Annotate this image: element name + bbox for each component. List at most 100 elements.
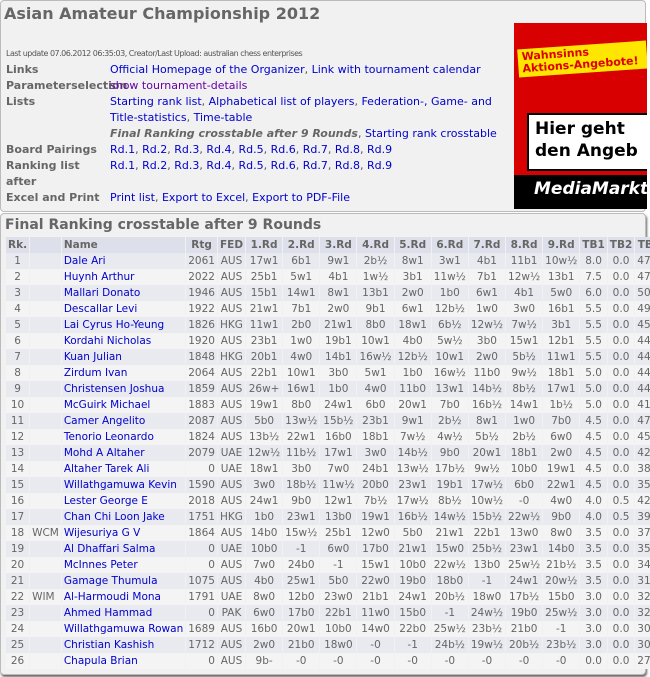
player-name[interactable]: Chapula Brian bbox=[61, 653, 186, 669]
player-name[interactable]: Lester George E bbox=[61, 493, 186, 509]
column-header[interactable]: TB2 bbox=[607, 237, 635, 253]
player-name[interactable]: Mohd A Altaher bbox=[61, 445, 186, 461]
link-rd-8[interactable]: Rd.8 bbox=[334, 143, 360, 156]
column-header[interactable]: FED bbox=[217, 237, 246, 253]
player-link[interactable]: Gamage Thumula bbox=[63, 575, 158, 587]
player-name[interactable]: Mallari Donato bbox=[61, 285, 186, 301]
link-rd-7[interactable]: Rd.7 bbox=[302, 143, 328, 156]
link-rd-3[interactable]: Rd.3 bbox=[174, 143, 200, 156]
link-starting-rank-list[interactable]: Starting rank list bbox=[110, 95, 202, 108]
column-header[interactable]: 7.Rd bbox=[468, 237, 506, 253]
link-alphabetical-list-of-players[interactable]: Alphabetical list of players bbox=[208, 95, 355, 108]
player-link[interactable]: Huynh Arthur bbox=[63, 271, 135, 283]
player-link[interactable]: McInnes Peter bbox=[63, 559, 138, 571]
player-name[interactable]: McInnes Peter bbox=[61, 557, 186, 573]
column-header[interactable]: 9.Rd bbox=[543, 237, 580, 253]
player-link[interactable]: Lester George E bbox=[63, 495, 148, 507]
column-header[interactable]: Name bbox=[61, 237, 186, 253]
link-starting-rank-crosstable[interactable]: Starting rank crosstable bbox=[364, 127, 497, 140]
player-name[interactable]: Lai Cyrus Ho-Yeung bbox=[61, 317, 186, 333]
link-rd-5[interactable]: Rd.5 bbox=[238, 159, 264, 172]
player-link[interactable]: Lai Cyrus Ho-Yeung bbox=[63, 319, 165, 331]
player-name[interactable]: Kuan Julian bbox=[61, 349, 186, 365]
player-name[interactable]: Huynh Arthur bbox=[61, 269, 186, 285]
player-link[interactable]: Christian Kashish bbox=[63, 639, 155, 651]
link-rd-3[interactable]: Rd.3 bbox=[174, 159, 200, 172]
player-name[interactable]: Chan Chi Loon Jake bbox=[61, 509, 186, 525]
player-link[interactable]: Kuan Julian bbox=[63, 351, 122, 363]
player-name[interactable]: Kordahi Nicholas bbox=[61, 333, 186, 349]
link-rd-9[interactable]: Rd.9 bbox=[367, 143, 393, 156]
column-header[interactable]: Rk. bbox=[6, 237, 30, 253]
player-name[interactable]: McGuirk Michael bbox=[61, 397, 186, 413]
link-rd-2[interactable]: Rd.2 bbox=[142, 159, 168, 172]
link-rd-1[interactable]: Rd.1 bbox=[110, 159, 136, 172]
player-link[interactable]: Chapula Brian bbox=[63, 655, 138, 667]
player-name[interactable]: Descallar Levi bbox=[61, 301, 186, 317]
player-name[interactable]: Wijesuriya G V bbox=[61, 525, 186, 541]
link-federation-game-and-title-statistics[interactable]: Federation-, Game- and Title-statistics bbox=[110, 95, 492, 124]
player-link[interactable]: Camer Angelito bbox=[63, 415, 146, 427]
player-link[interactable]: Kordahi Nicholas bbox=[63, 335, 152, 347]
player-link[interactable]: Altaher Tarek Ali bbox=[63, 463, 150, 475]
link-rd-6[interactable]: Rd.6 bbox=[270, 159, 296, 172]
link-official-homepage-of-the-organizer[interactable]: Official Homepage of the Organizer bbox=[110, 63, 305, 76]
link-export-to-pdf-file[interactable]: Export to PDF-File bbox=[252, 191, 351, 204]
player-link[interactable]: Mallari Donato bbox=[63, 287, 141, 299]
column-header[interactable]: 8.Rd bbox=[506, 237, 543, 253]
player-name[interactable]: Willathgamuwa Kevin bbox=[61, 477, 186, 493]
player-link[interactable]: Al-Harmoudi Mona bbox=[63, 591, 161, 603]
player-name[interactable]: Al-Harmoudi Mona bbox=[61, 589, 186, 605]
player-link[interactable]: Al Dhaffari Salma bbox=[63, 543, 156, 555]
column-header[interactable]: TB1 bbox=[580, 237, 607, 253]
link-rd-5[interactable]: Rd.5 bbox=[238, 143, 264, 156]
link-rd-9[interactable]: Rd.9 bbox=[367, 159, 393, 172]
player-name[interactable]: Willathgamuwa Rowan bbox=[61, 621, 186, 637]
column-header[interactable]: 5.Rd bbox=[394, 237, 431, 253]
link-rd-6[interactable]: Rd.6 bbox=[270, 143, 296, 156]
cell-5rd: 2w0 bbox=[394, 285, 431, 301]
player-name[interactable]: Al Dhaffari Salma bbox=[61, 541, 186, 557]
link-rd-4[interactable]: Rd.4 bbox=[206, 159, 232, 172]
column-header[interactable]: 1.Rd bbox=[246, 237, 283, 253]
link-rd-7[interactable]: Rd.7 bbox=[302, 159, 328, 172]
link-export-to-excel[interactable]: Export to Excel bbox=[161, 191, 246, 204]
advertisement-banner[interactable]: Wahnsinns Aktions-Angebote! Hier geht de… bbox=[514, 23, 647, 209]
player-link[interactable]: Ahmed Hammad bbox=[63, 607, 153, 619]
player-name[interactable]: Christian Kashish bbox=[61, 637, 186, 653]
column-header[interactable] bbox=[30, 237, 61, 253]
link-print-list[interactable]: Print list bbox=[110, 191, 155, 204]
player-name[interactable]: Gamage Thumula bbox=[61, 573, 186, 589]
player-link[interactable]: Willathgamuwa Rowan bbox=[63, 623, 184, 635]
column-header[interactable]: Rtg bbox=[186, 237, 217, 253]
player-link[interactable]: Christensen Joshua bbox=[63, 383, 165, 395]
column-header[interactable]: 6.Rd bbox=[431, 237, 468, 253]
player-link[interactable]: Descallar Levi bbox=[63, 303, 138, 315]
player-link[interactable]: Wijesuriya G V bbox=[63, 527, 141, 539]
column-header[interactable]: 4.Rd bbox=[357, 237, 394, 253]
player-name[interactable]: Camer Angelito bbox=[61, 413, 186, 429]
player-name[interactable]: Dale Ari bbox=[61, 253, 186, 269]
player-link[interactable]: Zirdum Ivan bbox=[63, 367, 128, 379]
link-rd-1[interactable]: Rd.1 bbox=[110, 143, 136, 156]
player-link[interactable]: Mohd A Altaher bbox=[63, 447, 145, 459]
link-rd-8[interactable]: Rd.8 bbox=[334, 159, 360, 172]
player-name[interactable]: Tenorio Leonardo bbox=[61, 429, 186, 445]
link-link-with-tournament-calendar[interactable]: Link with tournament calendar bbox=[311, 63, 481, 76]
player-link[interactable]: Chan Chi Loon Jake bbox=[63, 511, 165, 523]
player-link[interactable]: McGuirk Michael bbox=[63, 399, 151, 411]
player-name[interactable]: Zirdum Ivan bbox=[61, 365, 186, 381]
player-link[interactable]: Willathgamuwa Kevin bbox=[63, 479, 177, 491]
link-rd-4[interactable]: Rd.4 bbox=[206, 143, 232, 156]
link-show-tournament-details[interactable]: show tournament-details bbox=[110, 79, 248, 92]
player-name[interactable]: Ahmed Hammad bbox=[61, 605, 186, 621]
column-header[interactable]: 3.Rd bbox=[320, 237, 357, 253]
player-link[interactable]: Tenorio Leonardo bbox=[63, 431, 154, 443]
player-name[interactable]: Altaher Tarek Ali bbox=[61, 461, 186, 477]
player-name[interactable]: Christensen Joshua bbox=[61, 381, 186, 397]
column-header[interactable]: 2.Rd bbox=[283, 237, 320, 253]
link-time-table[interactable]: Time-table bbox=[193, 111, 253, 124]
player-link[interactable]: Dale Ari bbox=[63, 255, 106, 267]
column-header[interactable]: TB3 bbox=[635, 237, 650, 253]
link-rd-2[interactable]: Rd.2 bbox=[142, 143, 168, 156]
